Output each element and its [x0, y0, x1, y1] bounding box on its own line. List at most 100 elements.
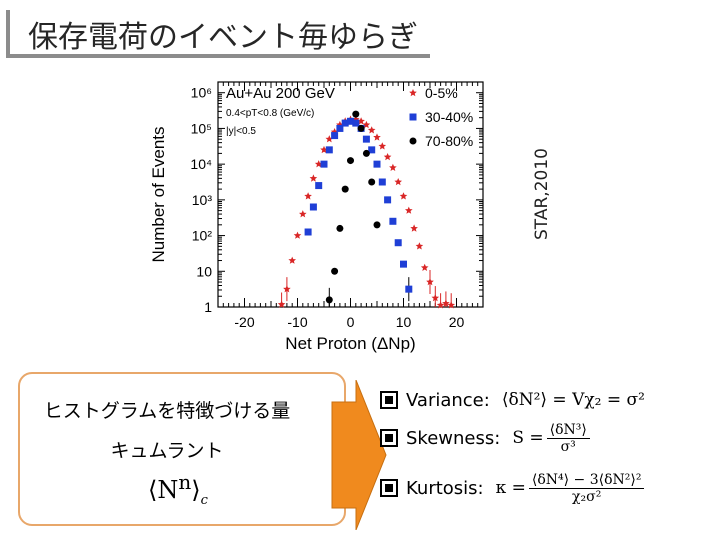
x-tick-label: 10	[396, 314, 412, 330]
x-tick-label: -10	[287, 314, 307, 330]
circle-point	[341, 185, 349, 193]
formula-sup: n	[178, 470, 192, 494]
square-point	[400, 260, 407, 268]
star-point	[283, 285, 291, 293]
star-point	[373, 133, 381, 141]
square-point	[304, 228, 312, 236]
box-line-1: ヒストグラムを特徴づける量	[43, 400, 291, 422]
chart: 1 10 10² 10³ 10⁴ 10⁵ 10⁶ -20 -10 0 10 20 Number of …	[149, 81, 484, 353]
star-point	[410, 224, 418, 232]
x-axis-label: Net Proton (ΔNp)	[285, 334, 415, 353]
circle-point	[331, 267, 339, 275]
bullet-kurtosis: Kurtosis: κ = ⟨δN⁴⟩ − 3⟨δN²⟩² χ₂σ²	[380, 472, 648, 505]
skewness-den: σ³	[560, 438, 576, 455]
citation-label: STAR,2010	[532, 148, 552, 240]
circle-point	[373, 221, 381, 229]
star-point	[293, 231, 302, 239]
star-point	[405, 206, 413, 214]
square-point	[336, 124, 344, 132]
star-point	[436, 301, 445, 309]
star-point	[442, 299, 450, 307]
star-point	[415, 242, 424, 250]
star-point	[389, 163, 397, 171]
legend-marker	[409, 113, 417, 121]
y-tick-label: 1	[204, 299, 212, 315]
circle-point	[368, 178, 376, 186]
x-tick-label: 0	[347, 314, 355, 330]
cumulant-formula: ⟨Nn⟩c	[118, 470, 238, 508]
circle-point	[347, 157, 354, 165]
bullet-label: Skewness:	[406, 427, 501, 449]
square-point	[405, 285, 413, 293]
y-axis-label: Number of Events	[149, 126, 168, 262]
star-point	[447, 301, 455, 309]
star-point	[367, 126, 376, 134]
formula-close: ⟩	[191, 476, 201, 504]
variance-formula: ⟨δN²⟩ = Vχ₂ = σ²	[501, 390, 645, 410]
star-point	[325, 135, 334, 143]
skewness-num: ⟨δN³⟩	[546, 422, 590, 439]
star-point	[299, 210, 307, 218]
square-point	[325, 146, 333, 154]
page-title: 保存電荷のイベント毎ゆらぎ	[28, 20, 418, 55]
chart-legend: 0-5% 30-40% 70-80%	[409, 85, 473, 149]
square-point	[362, 135, 370, 143]
kurtosis-lhs: κ =	[495, 478, 526, 498]
legend-marker	[409, 89, 417, 97]
skewness-lhs: S =	[512, 428, 544, 448]
square-point	[315, 182, 323, 190]
star-point	[309, 174, 318, 182]
kurtosis-num: ⟨δN⁴⟩ − 3⟨δN²⟩²	[528, 472, 645, 489]
star-point	[394, 178, 402, 186]
star-point	[288, 256, 296, 264]
x-tick-label: 20	[449, 314, 465, 330]
circle-point	[325, 296, 333, 304]
chart-axes: 1 10 10² 10³ 10⁴ 10⁵ 10⁶ -20 -10 0 10 20	[190, 81, 484, 330]
bullet-variance: Variance: ⟨δN²⟩ = Vχ₂ = σ²	[380, 386, 645, 414]
bullet-label: Kurtosis:	[406, 477, 484, 499]
circle-point	[336, 224, 344, 232]
circle-point	[357, 124, 365, 132]
kurtosis-formula: κ = ⟨δN⁴⟩ − 3⟨δN²⟩² χ₂σ²	[496, 472, 648, 505]
star-point	[420, 263, 429, 271]
square-point	[352, 119, 360, 127]
star-point	[426, 278, 434, 286]
bullet-icon	[380, 479, 398, 497]
legend-label: 70-80%	[425, 133, 473, 149]
bullet-label: Variance:	[406, 389, 490, 411]
square-point	[347, 117, 354, 125]
y-tick-label: 10²	[192, 228, 213, 244]
square-point	[384, 196, 392, 204]
y-tick-label: 10³	[192, 192, 213, 208]
star-point	[277, 300, 286, 308]
right-arrow-icon	[331, 380, 387, 530]
kurtosis-den: χ₂σ²	[572, 488, 602, 505]
chart-annotations: Au+Au 200 GeV 0.4<pT<0.8 (GeV/c) |y|<0.5	[226, 85, 335, 137]
y-tick-label: 10⁶	[191, 85, 212, 101]
chart-annotation: |y|<0.5	[226, 126, 256, 137]
chart-marks	[277, 110, 455, 309]
circle-point	[362, 149, 370, 157]
square-point	[389, 217, 397, 225]
circle-point	[352, 110, 360, 118]
chart-annotation: Au+Au 200 GeV	[226, 85, 335, 102]
legend-marker	[409, 137, 417, 145]
square-point	[320, 160, 328, 168]
y-tick-label: 10	[196, 263, 212, 279]
x-tick-label: -20	[234, 314, 254, 330]
square-point	[341, 119, 349, 127]
legend-label: 30-40%	[425, 109, 473, 125]
square-point	[309, 203, 317, 211]
y-tick-label: 10⁵	[191, 120, 212, 136]
box-line-2: キュムラント	[110, 440, 224, 462]
skewness-formula: S = ⟨δN³⟩ σ³	[512, 422, 593, 455]
formula-sub: c	[200, 492, 208, 508]
formula-main: ⟨N	[148, 476, 179, 504]
bullet-icon	[380, 391, 398, 409]
star-point	[378, 142, 387, 150]
square-point	[331, 132, 339, 140]
square-point	[373, 160, 381, 168]
star-point	[383, 153, 392, 161]
square-point	[378, 178, 386, 186]
star-point	[431, 294, 440, 302]
